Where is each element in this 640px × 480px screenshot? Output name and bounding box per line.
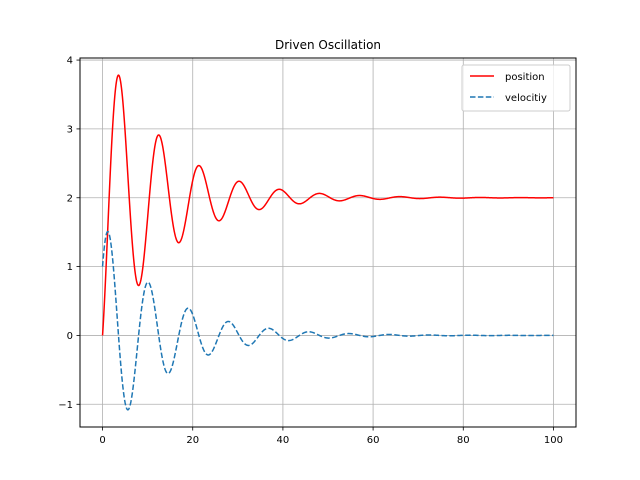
chart-title: Driven Oscillation	[275, 38, 381, 52]
y-tick-label: −1	[58, 400, 73, 411]
y-tick-label: 4	[67, 56, 73, 67]
plot-frame	[79, 57, 577, 428]
legend: position velocitiy	[461, 64, 571, 112]
y-tick-label: 1	[67, 262, 73, 273]
x-tick-label: 40	[277, 435, 290, 446]
legend-label-position: position	[505, 72, 545, 83]
x-tick-label: 80	[457, 435, 470, 446]
legend-label-velocity: velocitiy	[505, 93, 547, 104]
axis-ticks: 0 20 40 60 80 100 −1 0 1 2 3 4	[58, 56, 563, 446]
plot-series	[101, 74, 554, 411]
x-tick-label: 0	[99, 435, 105, 446]
y-tick-label: 0	[67, 331, 73, 342]
y-tick-label: 2	[67, 193, 73, 204]
y-tick-label: 3	[67, 124, 73, 135]
x-tick-label: 20	[186, 435, 199, 446]
series-line-position	[101, 74, 554, 336]
x-tick-label: 100	[544, 435, 563, 446]
x-tick-label: 60	[367, 435, 380, 446]
series-line-velocity	[101, 230, 554, 411]
